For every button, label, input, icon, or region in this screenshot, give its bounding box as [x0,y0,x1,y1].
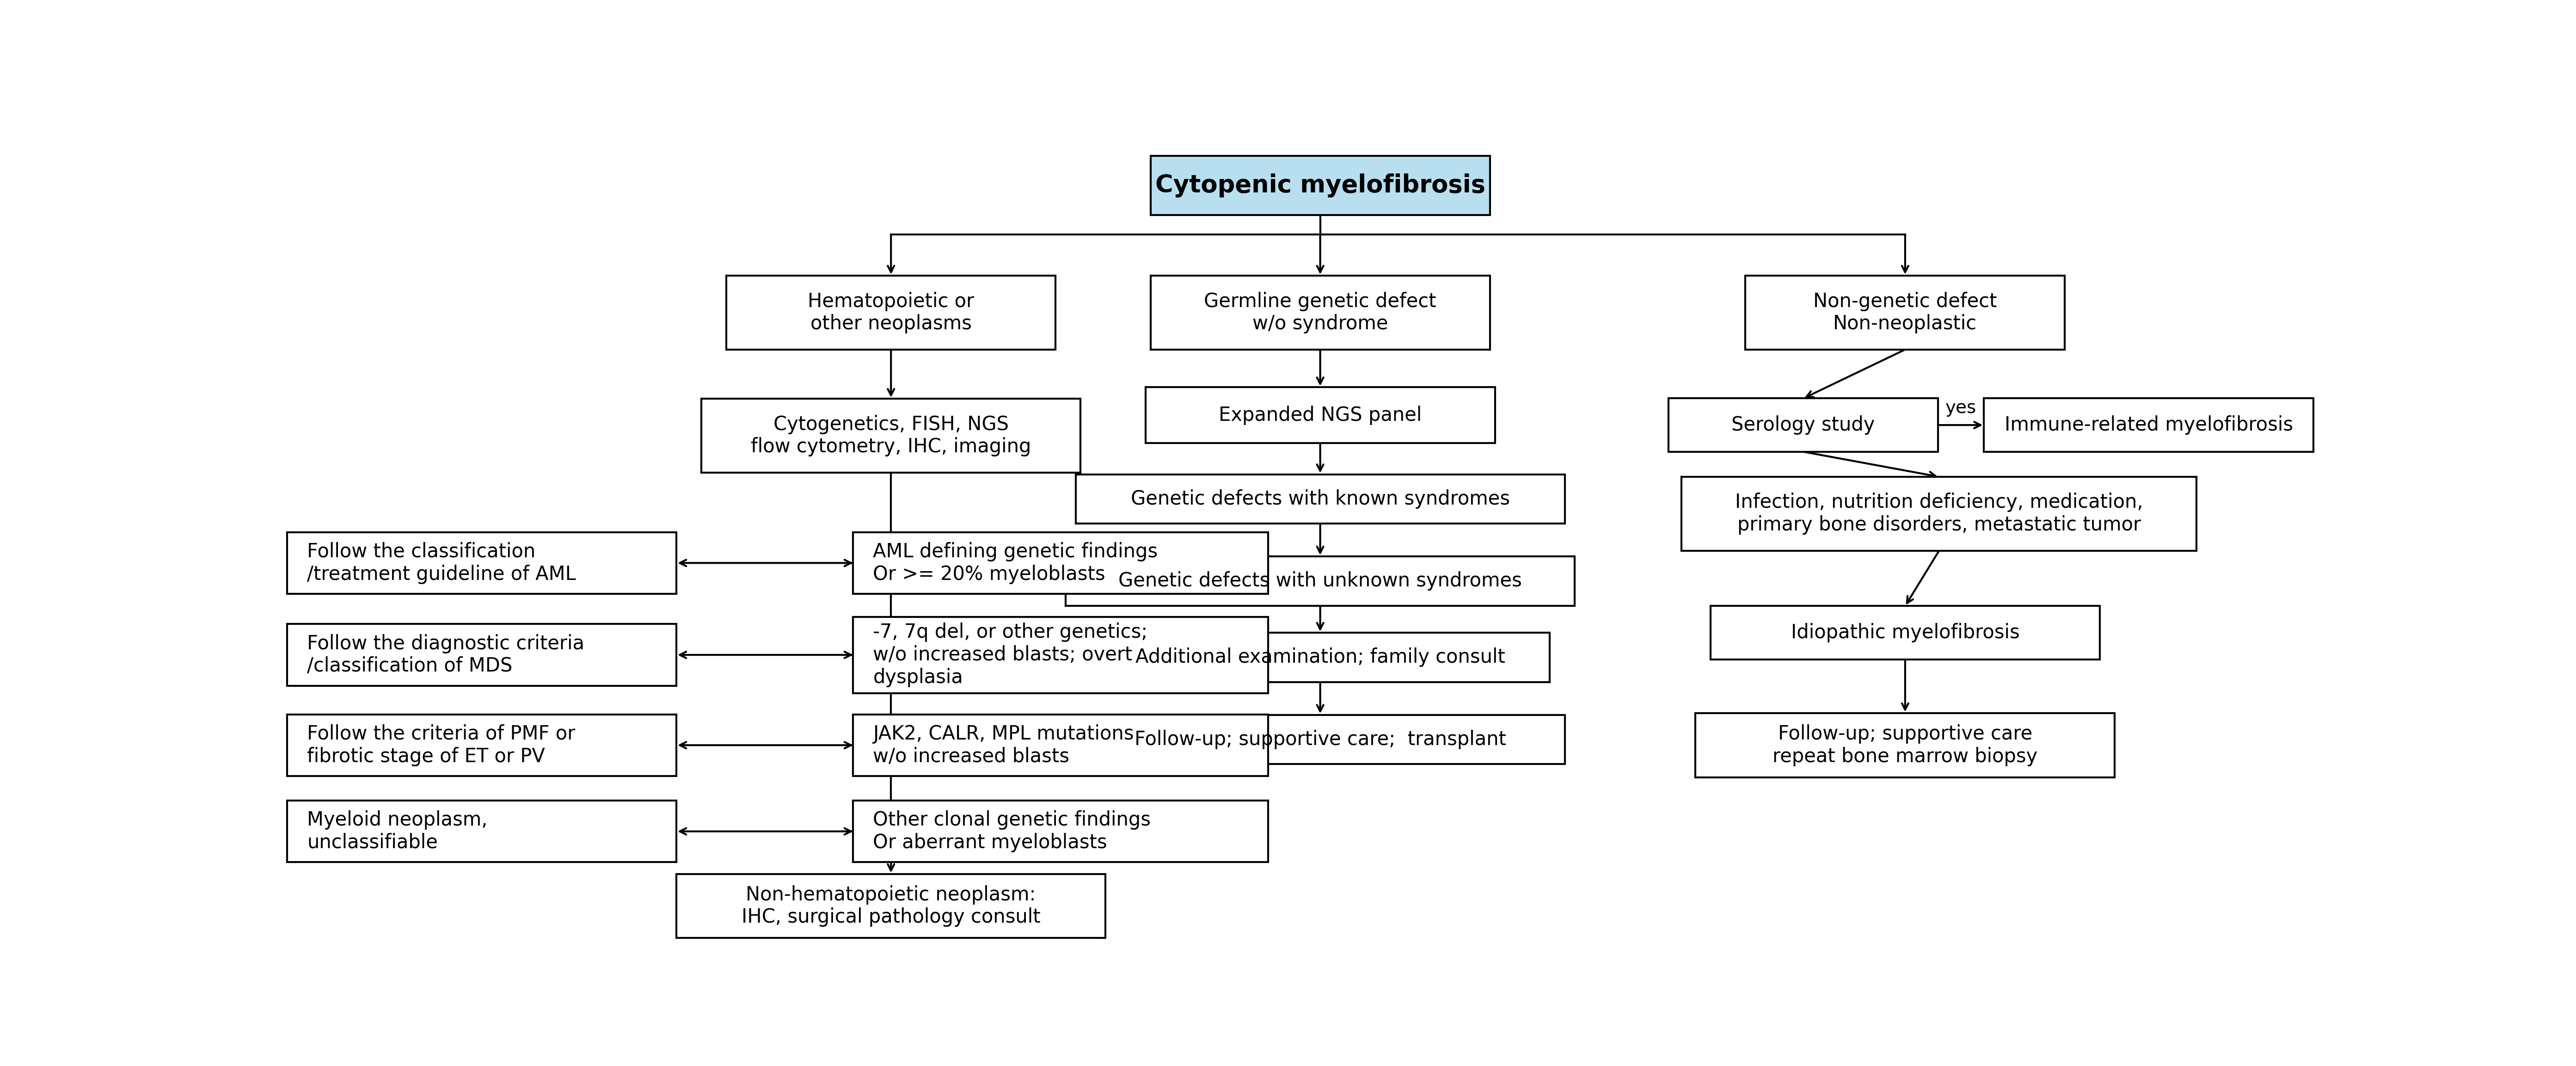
FancyBboxPatch shape [701,399,1082,472]
Text: Other clonal genetic findings
Or aberrant myeloblasts: Other clonal genetic findings Or aberran… [873,810,1151,853]
Text: Infection, nutrition deficiency, medication,
primary bone disorders, metastatic : Infection, nutrition deficiency, medicat… [1736,492,2143,535]
Text: yes: yes [1945,400,1976,417]
Text: Immune-related myelofibrosis: Immune-related myelofibrosis [2004,416,2293,435]
FancyBboxPatch shape [1710,607,2099,660]
Text: JAK2, CALR, MPL mutations
w/o increased blasts: JAK2, CALR, MPL mutations w/o increased … [873,724,1133,766]
Text: Follow the criteria of PMF or
fibrotic stage of ET or PV: Follow the criteria of PMF or fibrotic s… [307,724,574,766]
Text: Follow-up; supportive care
repeat bone marrow biopsy: Follow-up; supportive care repeat bone m… [1772,724,2038,766]
Text: Serology study: Serology study [1731,416,1875,435]
FancyBboxPatch shape [1151,276,1489,350]
Text: Genetic defects with known syndromes: Genetic defects with known syndromes [1131,489,1510,508]
FancyBboxPatch shape [1077,715,1564,764]
Text: Follow the diagnostic criteria
/classification of MDS: Follow the diagnostic criteria /classifi… [307,634,585,676]
FancyBboxPatch shape [853,617,1267,693]
FancyBboxPatch shape [1669,399,1937,452]
Text: AML defining genetic findings
Or >= 20% myeloblasts: AML defining genetic findings Or >= 20% … [873,542,1157,584]
Text: Expanded NGS panel: Expanded NGS panel [1218,405,1422,425]
FancyBboxPatch shape [1747,276,2066,350]
Text: Additional examination; family consult: Additional examination; family consult [1136,648,1504,667]
FancyBboxPatch shape [677,874,1105,938]
Text: Idiopathic myelofibrosis: Idiopathic myelofibrosis [1790,623,2020,643]
FancyBboxPatch shape [1066,556,1574,605]
FancyBboxPatch shape [853,714,1267,776]
Text: Cytogenetics, FISH, NGS
flow cytometry, IHC, imaging: Cytogenetics, FISH, NGS flow cytometry, … [750,415,1030,456]
Text: Follow-up; supportive care;  transplant: Follow-up; supportive care; transplant [1133,730,1507,749]
FancyBboxPatch shape [1077,474,1564,523]
Text: Germline genetic defect
w/o syndrome: Germline genetic defect w/o syndrome [1203,292,1437,334]
Text: Non-hematopoietic neoplasm:
IHC, surgical pathology consult: Non-hematopoietic neoplasm: IHC, surgica… [742,885,1041,927]
FancyBboxPatch shape [1151,156,1489,215]
FancyBboxPatch shape [286,801,677,862]
Text: Non-genetic defect
Non-neoplastic: Non-genetic defect Non-neoplastic [1814,292,1996,334]
FancyBboxPatch shape [853,532,1267,594]
FancyBboxPatch shape [1695,713,2115,777]
FancyBboxPatch shape [726,276,1056,350]
FancyBboxPatch shape [1146,387,1494,443]
Text: Cytopenic myelofibrosis: Cytopenic myelofibrosis [1154,174,1486,197]
FancyBboxPatch shape [1682,477,2197,551]
FancyBboxPatch shape [1090,633,1551,682]
FancyBboxPatch shape [853,801,1267,862]
FancyBboxPatch shape [286,624,677,685]
FancyBboxPatch shape [1984,399,2313,452]
Text: Genetic defects with unknown syndromes: Genetic defects with unknown syndromes [1118,571,1522,591]
Text: Follow the classification
/treatment guideline of AML: Follow the classification /treatment gui… [307,542,577,584]
Text: Myeloid neoplasm,
unclassifiable: Myeloid neoplasm, unclassifiable [307,810,487,853]
Text: Hematopoietic or
other neoplasms: Hematopoietic or other neoplasms [809,292,974,334]
FancyBboxPatch shape [286,532,677,594]
Text: -7, 7q del, or other genetics;
w/o increased blasts; overt
dysplasia: -7, 7q del, or other genetics; w/o incre… [873,623,1149,688]
FancyBboxPatch shape [286,714,677,776]
